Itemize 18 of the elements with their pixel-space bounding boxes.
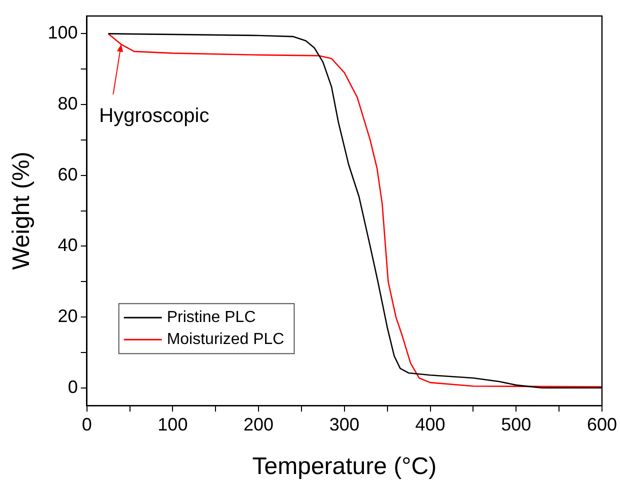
legend-label: Pristine PLC [166, 309, 256, 326]
x-tick-label: 400 [415, 414, 446, 434]
x-tick-label: 300 [329, 414, 360, 434]
annotation: Hygroscopic [99, 104, 210, 127]
x-tick-label: 600 [586, 414, 618, 434]
x-tick-label: 100 [158, 414, 188, 434]
x-axis-title: Temperature (°C) [252, 453, 437, 480]
y-tick-label: 100 [48, 22, 78, 43]
legend-label: Moisturized PLC [166, 331, 284, 348]
y-tick-label: 20 [58, 306, 78, 326]
x-tick-label: 500 [501, 414, 532, 434]
x-tick-label: 0 [82, 414, 92, 434]
y-tick-label: 80 [58, 94, 78, 114]
y-tick-label: 60 [58, 164, 78, 184]
x-tick-label: 200 [244, 414, 274, 434]
y-tick-label: 0 [68, 376, 78, 397]
y-tick-label: 40 [58, 235, 78, 256]
y-axis-title: Weight (%) [8, 152, 36, 270]
